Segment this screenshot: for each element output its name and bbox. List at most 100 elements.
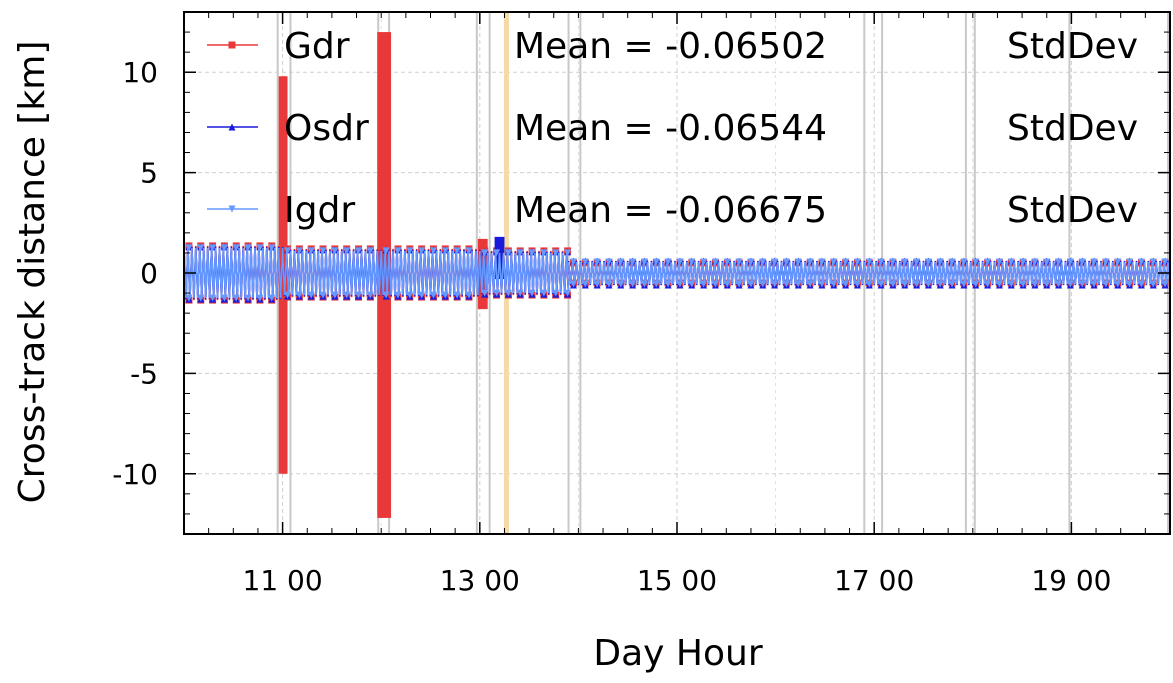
series-marker [382, 247, 390, 255]
series-marker [284, 247, 292, 255]
series-marker [331, 291, 339, 299]
series-marker [629, 258, 637, 266]
series-marker [995, 280, 1003, 288]
series-marker [366, 247, 374, 255]
series-marker [1114, 280, 1122, 288]
series-marker [759, 258, 767, 266]
legend-entry-gdr: Gdr Mean = -0.06502 StdDev [207, 26, 1138, 67]
x-tick-label: 19 00 [1031, 564, 1111, 597]
series-marker [984, 280, 992, 288]
series-marker [465, 291, 473, 299]
series-marker [735, 258, 743, 266]
series-marker [617, 258, 625, 266]
series-marker [220, 294, 228, 302]
series-marker [830, 258, 838, 266]
series-marker [853, 280, 861, 288]
series-marker [924, 258, 932, 266]
series-band [183, 247, 284, 299]
series-marker [605, 280, 613, 288]
grid [183, 12, 1170, 534]
legend-mean: Mean = -0.06675 [514, 190, 827, 231]
series-marker [924, 280, 932, 288]
legend-series-name: Igdr [284, 190, 355, 231]
series-marker [1019, 258, 1027, 266]
series-marker [747, 258, 755, 266]
series-band [479, 252, 570, 294]
series-marker [569, 280, 577, 288]
series-marker [652, 280, 660, 288]
series-marker [256, 244, 264, 252]
series-marker [481, 289, 489, 297]
series-marker [877, 258, 885, 266]
series-marker [1126, 258, 1134, 266]
x-tick-label: 11 00 [243, 564, 323, 597]
series-marker [936, 280, 944, 288]
series-marker [711, 258, 719, 266]
series-marker [913, 280, 921, 288]
series-marker [901, 280, 909, 288]
series-marker [972, 280, 980, 288]
series-marker [185, 294, 193, 302]
legend-stddev: StdDev [1007, 190, 1138, 231]
series-marker [343, 291, 351, 299]
series-marker [564, 289, 572, 297]
series-marker [429, 247, 437, 255]
series-marker [581, 258, 589, 266]
series-marker [1066, 280, 1074, 288]
series-marker [493, 289, 501, 297]
series-marker [735, 280, 743, 288]
series-band [380, 250, 481, 296]
series-marker [617, 280, 625, 288]
x-axis-label: Day Hour [593, 633, 762, 674]
series-marker [394, 291, 402, 299]
y-tick-label: 5 [140, 157, 158, 190]
series-marker [794, 258, 802, 266]
series-marker [569, 258, 577, 266]
series-marker [842, 258, 850, 266]
y-tick-label: 0 [140, 257, 158, 290]
series-marker [1102, 280, 1110, 288]
series-marker [948, 280, 956, 288]
series-marker [418, 291, 426, 299]
series-igdr [183, 244, 1171, 302]
series-marker [343, 247, 351, 255]
series-marker [1007, 280, 1015, 288]
series-marker [723, 258, 731, 266]
series-marker [1066, 258, 1074, 266]
series-band [567, 261, 1171, 285]
series-marker [771, 280, 779, 288]
series-marker [552, 289, 560, 297]
series-marker [1031, 280, 1039, 288]
series-marker [1031, 258, 1039, 266]
series-marker [232, 294, 240, 302]
series-marker [700, 258, 708, 266]
series-marker [197, 294, 205, 302]
series-marker [1078, 258, 1086, 266]
series-marker [960, 280, 968, 288]
series-marker [640, 258, 648, 266]
series-marker [220, 244, 228, 252]
series-marker [516, 249, 524, 257]
series-marker [528, 289, 536, 297]
series-marker [564, 249, 572, 257]
series-marker [889, 280, 897, 288]
series-marker [1149, 258, 1157, 266]
legend-series-name: Osdr [284, 108, 369, 149]
series-marker [540, 249, 548, 257]
series-marker [830, 280, 838, 288]
series-marker [493, 249, 501, 257]
series-marker [842, 280, 850, 288]
series-marker [652, 258, 660, 266]
series-marker [185, 244, 193, 252]
series-marker [406, 291, 414, 299]
series-marker [913, 258, 921, 266]
series-marker [429, 291, 437, 299]
series-marker [268, 294, 276, 302]
series-marker [1161, 258, 1169, 266]
series-marker [723, 280, 731, 288]
legend-series-name: Gdr [284, 26, 350, 67]
series-marker [1007, 258, 1015, 266]
series-marker [984, 258, 992, 266]
series-marker [1161, 280, 1169, 288]
